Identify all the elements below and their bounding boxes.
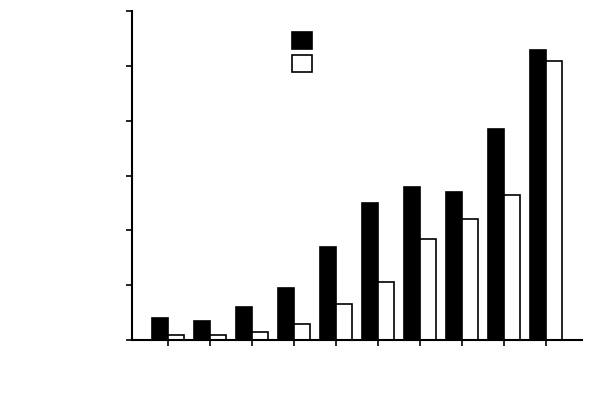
Bar [194, 321, 210, 340]
Bar [362, 203, 378, 340]
Bar [278, 288, 294, 340]
Bar [210, 335, 226, 340]
Bar [378, 283, 394, 340]
Bar [462, 220, 478, 340]
Bar [530, 51, 545, 340]
Bar [236, 307, 252, 340]
Bar [152, 318, 169, 340]
Bar [420, 239, 436, 340]
Bar [404, 187, 420, 340]
Bar [320, 247, 336, 340]
Bar [504, 195, 520, 340]
Legend: 男性, 女性: 男性, 女性 [287, 29, 352, 77]
Bar [446, 193, 462, 340]
Bar [545, 62, 562, 340]
Bar [294, 324, 310, 340]
Bar [336, 305, 352, 340]
Bar [488, 130, 504, 340]
Bar [169, 335, 184, 340]
Bar [252, 332, 268, 340]
